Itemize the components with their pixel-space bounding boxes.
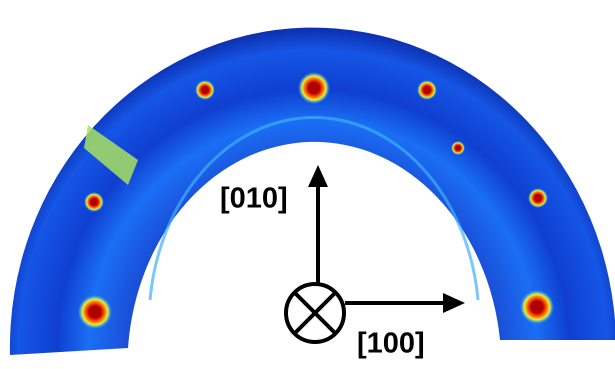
- spot: [78, 295, 112, 329]
- spot: [520, 290, 554, 324]
- spot: [195, 80, 215, 100]
- axis-label: [010]: [220, 183, 288, 215]
- arrowhead: [308, 165, 328, 187]
- arrowhead: [443, 293, 465, 313]
- axis-glyph: [286, 182, 448, 342]
- spot: [451, 141, 465, 155]
- spot: [417, 80, 437, 100]
- spot: [528, 188, 548, 208]
- axis-label: [100]: [357, 328, 425, 360]
- page: [010] [100] (() => { const data = JSON.p…: [0, 0, 615, 369]
- spot: [84, 192, 104, 212]
- spot: [298, 72, 330, 104]
- figure: [010] [100]: [0, 0, 615, 369]
